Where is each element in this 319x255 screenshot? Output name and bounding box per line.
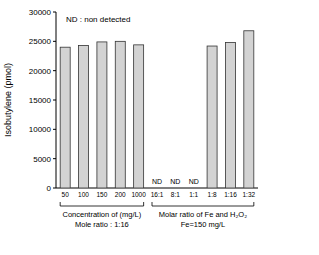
y-tick [53,100,56,101]
y-tick-label: 20000 [29,67,52,76]
x-tick-label: 16:1 [151,191,164,198]
x-tick-label: 100 [78,191,89,198]
y-tick-label: 0 [47,184,52,193]
x-tick-label: 1:32 [242,191,255,198]
y-tick [53,70,56,71]
x-tick-label: 1:8 [208,191,217,198]
x-tick-label: 150 [96,191,107,198]
x-tick-label: 1:1 [189,191,198,198]
bars [60,31,254,188]
bar [207,46,217,188]
bar [225,43,235,188]
y-tick-label: 25000 [29,37,52,46]
value-label: ND [170,178,180,185]
group-label: Concentration of (mg/L) [63,210,142,219]
y-tick [53,41,56,42]
bar [115,41,125,188]
bar [244,31,254,188]
y-tick-label: 15000 [29,96,52,105]
y-tick-label: 30000 [29,8,52,17]
y-tick [53,188,56,189]
bar [79,45,89,188]
y-axis-label: Isobutylene (pmol) [3,63,13,137]
group-bracket [60,202,143,206]
x-tick-label: 50 [62,191,70,198]
x-tick-label: 8:1 [171,191,180,198]
group-label: Molar ratio of Fe and H₂O₂ [159,210,247,219]
y-tick [53,158,56,159]
y-tick [53,129,56,130]
y-tick-label: 10000 [29,125,52,134]
y-tick [53,12,56,13]
annotation: ND : non detected [66,15,130,24]
group-sublabel: Mole ratio : 1:16 [75,220,129,229]
y-tick-label: 5000 [33,155,51,164]
x-tick-label: 200 [115,191,126,198]
bar [134,45,144,188]
group-bracket [152,202,254,206]
bar [97,42,107,188]
group-sublabel: Fe=150 mg/L [181,220,225,229]
x-tick-label: 1000 [131,191,146,198]
x-tick-label: 1:16 [224,191,237,198]
value-label: ND [189,178,199,185]
bar [60,47,70,188]
value-label: ND [152,178,162,185]
chart: 0 5000 10000 15000 20000 25000 30000 Isobutylen… [0,0,319,255]
